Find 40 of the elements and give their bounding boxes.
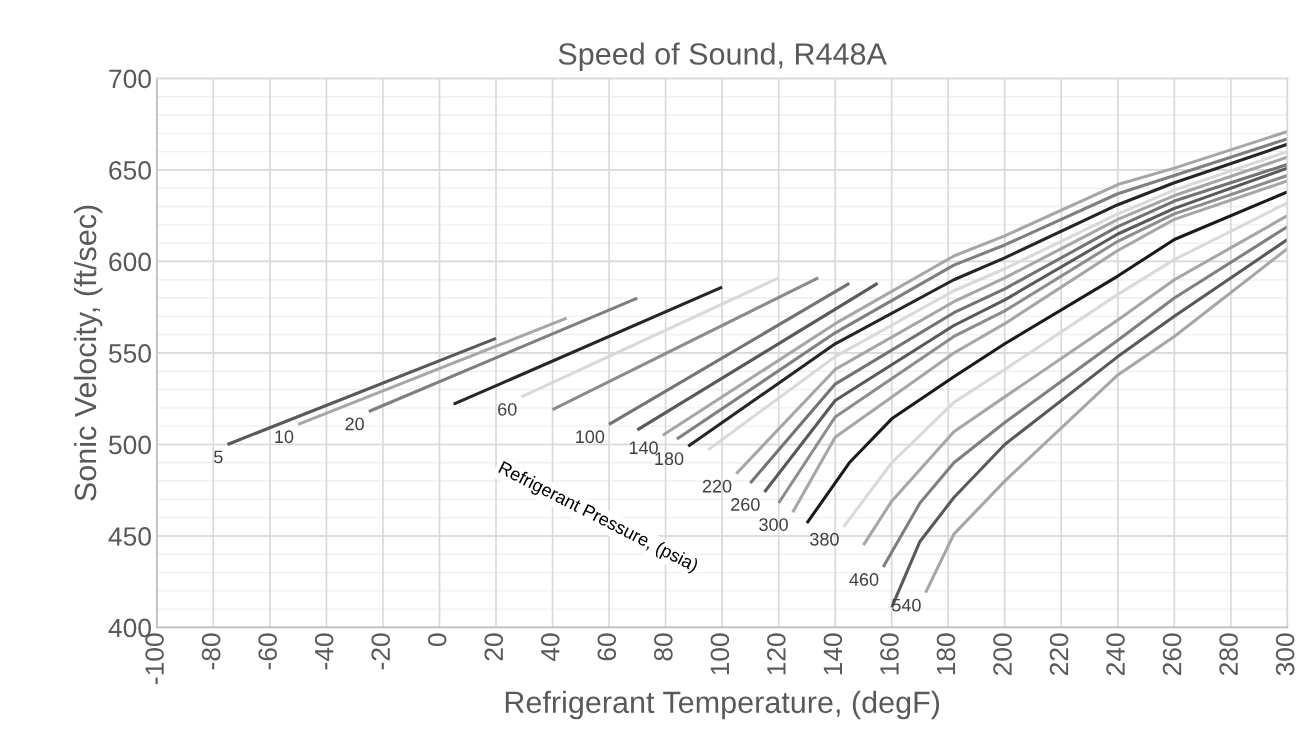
x-tick-label: -80: [201, 633, 221, 670]
x-tick-label: 160: [880, 633, 899, 675]
y-tick-label: 450: [108, 527, 151, 546]
y-tick-label: 600: [109, 252, 151, 272]
x-tick-label: 300: [1275, 633, 1295, 676]
x-tick-label: 240: [1106, 633, 1125, 676]
x-tick-label: 0: [427, 633, 447, 646]
series-label: 220: [702, 479, 732, 493]
x-tick-label: 140: [823, 633, 843, 675]
y-tick-label: 550: [109, 344, 151, 363]
x-tick-label: -20: [371, 633, 391, 670]
chart-title: Speed of Sound, R448A: [558, 42, 887, 71]
series-label: 540: [892, 598, 921, 612]
series-label: 100: [576, 430, 605, 444]
x-tick-label: 80: [653, 633, 673, 661]
x-tick-label: -60: [258, 633, 277, 670]
x-tick-label: -40: [314, 633, 334, 670]
series-label: 300: [759, 518, 788, 531]
series-label: 380: [810, 532, 839, 546]
series-label: 260: [731, 498, 760, 511]
x-tick-label: 180: [936, 633, 956, 675]
x-tick-label: 60: [597, 633, 617, 661]
x-tick-label: 100: [710, 633, 730, 675]
series-label: 10: [275, 430, 294, 444]
x-tick-label: 220: [1049, 633, 1069, 676]
series-label: 460: [849, 573, 879, 586]
series-label: 60: [498, 402, 517, 416]
x-tick-label: 120: [767, 633, 786, 675]
series-label: 5: [214, 450, 223, 464]
y-tick-label: 500: [109, 435, 151, 455]
x-tick-label: 200: [993, 633, 1012, 676]
y-tick-label: 700: [109, 69, 151, 89]
x-axis-title: Refrigerant Temperature, (degF): [505, 690, 940, 720]
x-tick-label: 40: [540, 633, 560, 662]
x-tick-label: 260: [1162, 633, 1182, 676]
x-tick-label: 280: [1219, 633, 1238, 676]
y-tick-label: 650: [109, 161, 151, 180]
x-tick-label: 20: [484, 633, 504, 661]
series-label: 20: [345, 417, 364, 431]
y-axis-title: Sonic Velocity, (ft/sec): [73, 205, 103, 501]
